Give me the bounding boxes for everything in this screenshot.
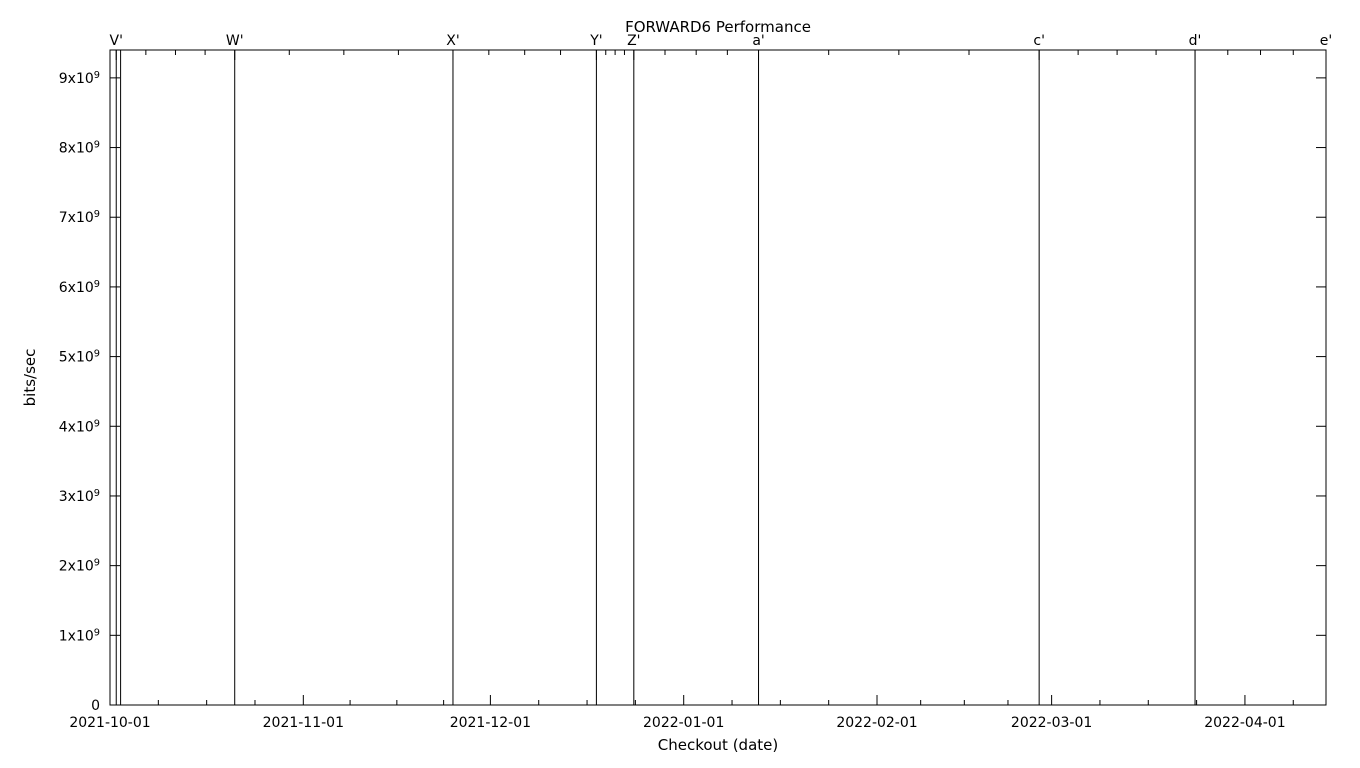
top-marker-label: Y' <box>589 33 602 49</box>
x-tick-label: 2022-02-01 <box>836 715 917 731</box>
x-tick-label: 2022-03-01 <box>1011 715 1092 731</box>
top-marker-label: c' <box>1033 33 1045 49</box>
chart-title: FORWARD6 Performance <box>625 18 811 36</box>
x-tick-label: 2021-10-01 <box>69 715 150 731</box>
x-tick-label: 2022-04-01 <box>1204 715 1285 731</box>
x-tick-label: 2021-12-01 <box>450 715 531 731</box>
top-marker-label: V' <box>110 33 123 49</box>
y-axis-label: bits/sec <box>21 349 39 407</box>
chart-container: 01x1092x1093x1094x1095x1096x1097x1098x10… <box>0 0 1360 768</box>
top-marker-label: X' <box>446 33 459 49</box>
y-tick-label: 0 <box>91 698 100 714</box>
top-marker-label: e' <box>1320 33 1332 49</box>
top-marker-label: d' <box>1189 33 1202 49</box>
x-tick-label: 2022-01-01 <box>643 715 724 731</box>
x-axis-label: Checkout (date) <box>658 736 778 754</box>
chart-svg: 01x1092x1093x1094x1095x1096x1097x1098x10… <box>0 0 1360 768</box>
x-tick-label: 2021-11-01 <box>263 715 344 731</box>
top-marker-label: W' <box>226 33 244 49</box>
